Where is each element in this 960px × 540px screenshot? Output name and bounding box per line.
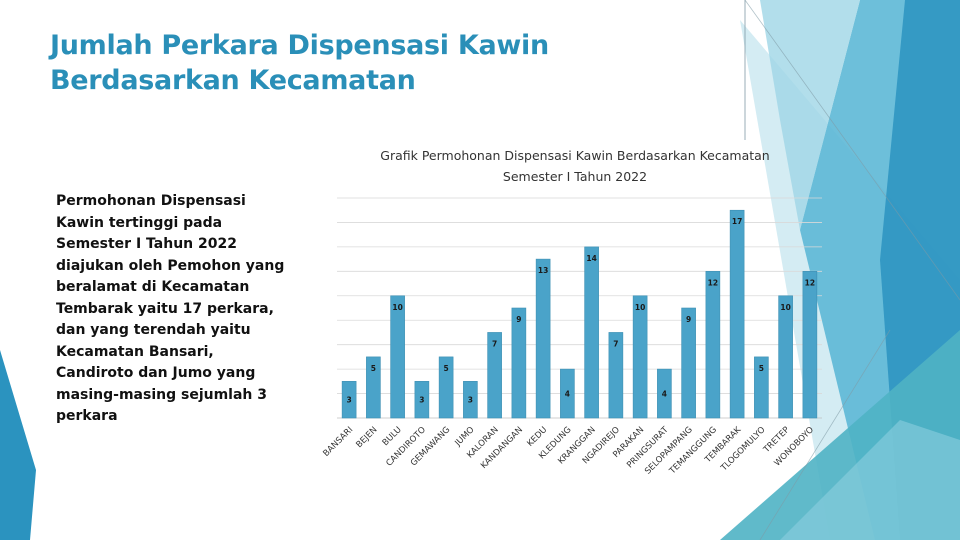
bar-jumo [463, 381, 478, 419]
chart-title: Grafik Permohonan Dispensasi Kawin Berda… [380, 148, 769, 163]
data-label-jumo: 3 [468, 396, 473, 405]
bar-kranggan [584, 246, 599, 419]
slide-title-line-2: Berdasarkan Kecamatan [50, 65, 416, 96]
bar-temanggung [705, 271, 721, 419]
data-label-temanggung: 12 [708, 278, 718, 287]
bar-kaloran [487, 332, 502, 419]
data-label-pringsurat: 4 [662, 390, 667, 399]
chart-gridlines [337, 197, 822, 419]
slide-title: Jumlah Perkara Dispensasi Kawin Berdasar… [50, 28, 590, 98]
chart-data-labels: 3 5 10 3 5 3 7 9 13 4 14 7 10 4 9 12 17 5 10 12 [347, 217, 816, 404]
data-label-bansari: 3 [347, 396, 352, 405]
chart-bars [341, 209, 818, 419]
data-label-gemawang: 5 [444, 364, 449, 373]
bar-tembarak [729, 209, 745, 419]
deco-line-2 [744, 0, 960, 301]
data-label-bulu: 10 [392, 303, 402, 312]
bar-tlogomulyo [754, 356, 769, 419]
deco-left-triangle [0, 350, 36, 540]
data-label-parakan: 10 [635, 303, 645, 312]
data-label-selopampang: 9 [686, 315, 691, 324]
bar-gemawang [438, 356, 454, 419]
bar-kandangan [511, 307, 527, 419]
bar-kedu [535, 258, 551, 419]
deco-bottom-light [780, 420, 960, 540]
slide-title-line-1: Jumlah Perkara Dispensasi Kawin [50, 30, 549, 61]
data-label-wonoboyo: 12 [805, 278, 815, 287]
bar-wonoboyo [802, 271, 818, 419]
bar-selopampang [681, 307, 696, 419]
data-label-kaloran: 7 [492, 339, 497, 348]
summary-text: Permohonan Dispensasi Kawin tertinggi pa… [56, 193, 285, 424]
chart-subtitle: Semester I Tahun 2022 [503, 169, 647, 184]
data-label-tembarak: 17 [732, 217, 742, 226]
bar-bulu [390, 295, 405, 419]
data-label-tlogomulyo: 5 [759, 364, 764, 373]
data-label-ngadirejo: 7 [613, 339, 618, 348]
bar-pringsurat [657, 368, 672, 419]
bar-parakan [632, 295, 648, 419]
bar-bejen [366, 356, 381, 419]
data-label-kledung: 4 [565, 390, 570, 399]
tick-label-bejen: BEJEN [354, 425, 379, 450]
deco-line-3 [759, 329, 891, 540]
data-label-kranggan: 14 [586, 254, 596, 263]
bar-tretep [778, 295, 793, 419]
data-label-candiroto: 3 [419, 396, 424, 405]
bar-candiroto [414, 381, 430, 419]
data-label-kandangan: 9 [516, 315, 521, 324]
bar-bansari [341, 381, 357, 419]
data-label-kedu: 13 [538, 266, 548, 275]
data-label-bejen: 5 [371, 364, 376, 373]
data-label-tretep: 10 [780, 303, 790, 312]
bar-kledung [560, 368, 575, 419]
tick-label-bansari: BANSARI [321, 425, 355, 459]
deco-right-panel-3 [760, 0, 860, 230]
bar-ngadirejo [608, 332, 624, 419]
